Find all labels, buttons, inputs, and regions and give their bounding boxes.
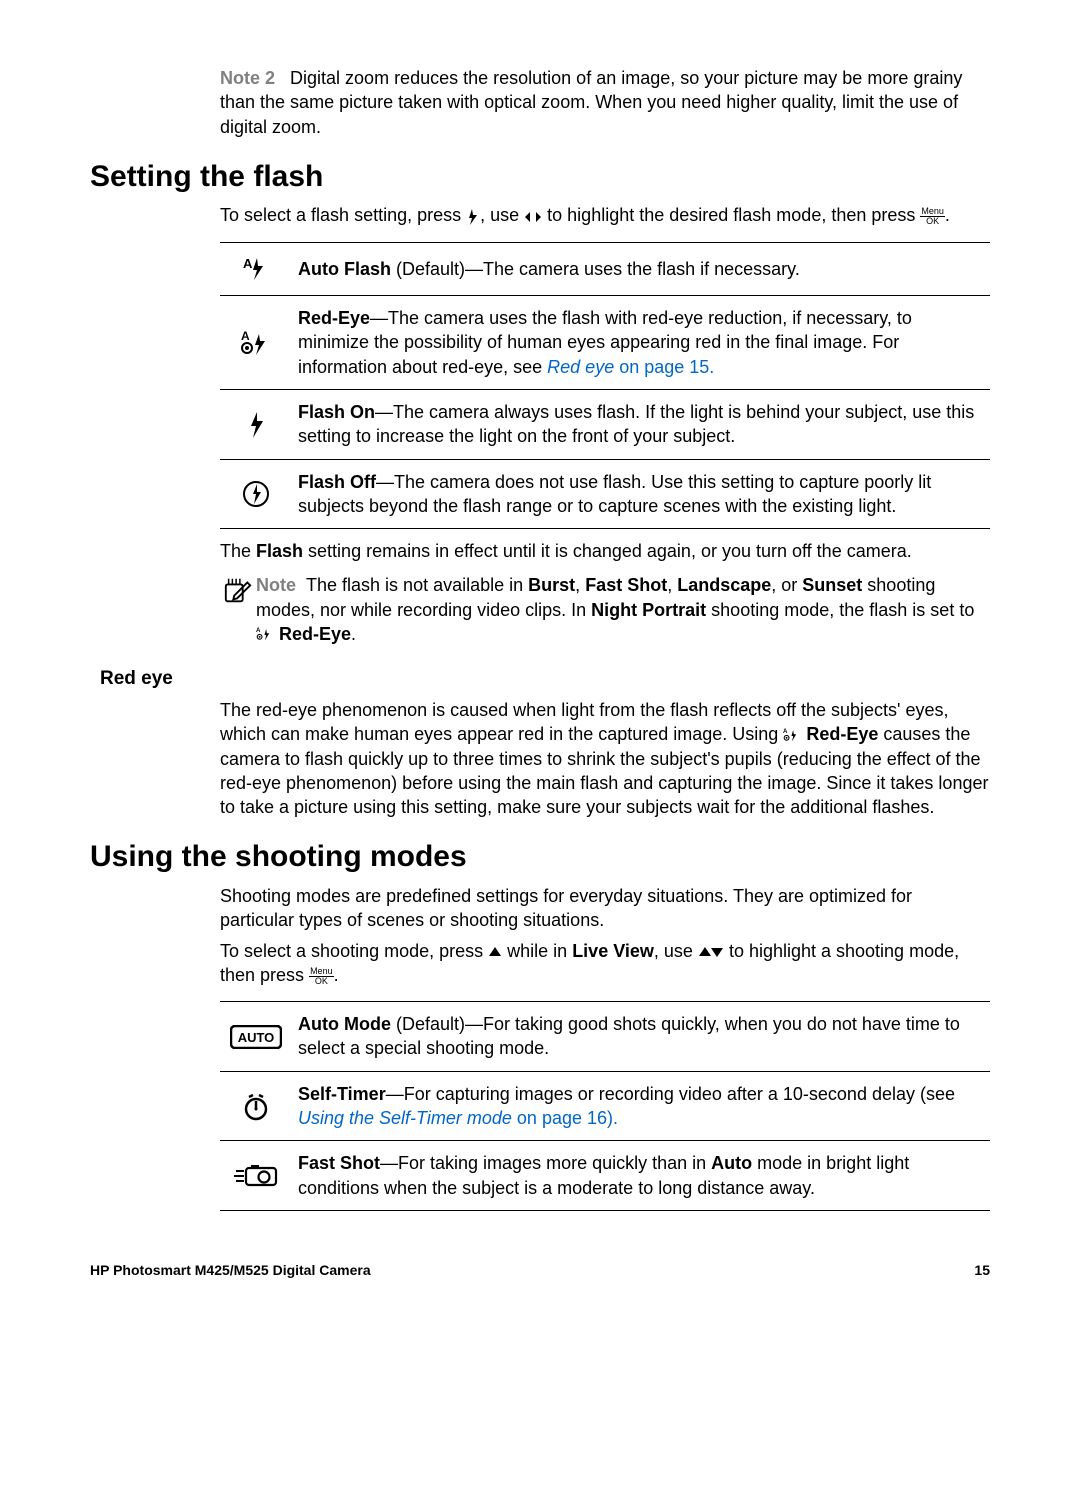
menu-ok-icon: MenuOK <box>309 967 334 986</box>
note-pencil-icon <box>220 573 256 605</box>
heading-shooting-modes: Using the shooting modes <box>90 837 990 878</box>
flash-off-icon <box>220 459 292 529</box>
up-down-arrow-icon <box>698 946 724 958</box>
flash-remains: The Flash setting remains in effect unti… <box>220 539 990 563</box>
page-footer: HP Photosmart M425/M525 Digital Camera 1… <box>90 1261 990 1280</box>
modes-intro1: Shooting modes are predefined settings f… <box>220 884 990 933</box>
self-timer-icon <box>220 1071 292 1141</box>
table-row: Flash On—The camera always uses flash. I… <box>220 389 990 459</box>
flash-options-table: A Auto Flash (Default)—The camera uses t… <box>220 242 990 529</box>
flash-bolt-icon <box>466 208 480 226</box>
table-row: AUTO Auto Mode (Default)—For taking good… <box>220 1002 990 1072</box>
table-row: A Auto Flash (Default)—The camera uses t… <box>220 242 990 295</box>
auto-mode-icon: AUTO <box>220 1002 292 1072</box>
red-eye-small-icon: A <box>783 727 801 745</box>
modes-intro2: To select a shooting mode, press while i… <box>220 939 990 988</box>
table-row: Self-Timer—For capturing images or recor… <box>220 1071 990 1141</box>
footer-left: HP Photosmart M425/M525 Digital Camera <box>90 1261 371 1280</box>
flash-intro: To select a flash setting, press , use t… <box>220 203 990 227</box>
table-row: Flash Off—The camera does not use flash.… <box>220 459 990 529</box>
svg-text:A: A <box>783 729 788 735</box>
left-right-arrow-icon <box>524 210 542 224</box>
note2-label: Note 2 <box>220 68 275 88</box>
heading-setting-flash: Setting the flash <box>90 157 990 198</box>
up-arrow-icon <box>488 946 502 958</box>
red-eye-link[interactable]: Red eye <box>547 357 614 377</box>
fast-shot-icon <box>220 1141 292 1211</box>
flash-on-icon <box>220 389 292 459</box>
red-eye-icon: A <box>220 296 292 390</box>
table-row: Fast Shot—For taking images more quickly… <box>220 1141 990 1211</box>
flash-note: Note The flash is not available in Burst… <box>220 573 990 646</box>
svg-text:A: A <box>256 628 261 634</box>
modes-options-table: AUTO Auto Mode (Default)—For taking good… <box>220 1001 990 1211</box>
table-row: A Red-Eye—The camera uses the flash with… <box>220 296 990 390</box>
note2: Note 2 Digital zoom reduces the resoluti… <box>220 66 990 139</box>
note2-text: Digital zoom reduces the resolution of a… <box>220 68 962 137</box>
svg-text:AUTO: AUTO <box>238 1030 275 1045</box>
self-timer-link[interactable]: Using the Self-Timer mode <box>298 1108 512 1128</box>
menu-ok-icon: MenuOK <box>920 207 945 226</box>
red-eye-small-icon: A <box>256 626 274 644</box>
auto-flash-icon: A <box>220 242 292 295</box>
red-eye-paragraph: The red-eye phenomenon is caused when li… <box>220 698 990 819</box>
svg-text:A: A <box>241 329 250 343</box>
footer-right: 15 <box>974 1261 990 1280</box>
svg-text:A: A <box>243 256 253 271</box>
heading-red-eye: Red eye <box>100 666 990 692</box>
